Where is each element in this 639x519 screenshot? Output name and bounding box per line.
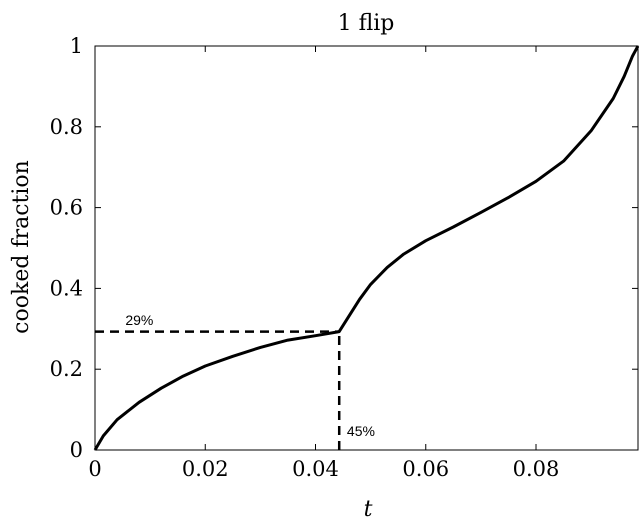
x-axis-label: t [364,497,373,519]
chart-title: 1 flip [338,11,395,36]
y-tick-label: 0.2 [50,357,83,381]
x-tick-label: 0.06 [402,457,449,481]
y-tick-label: 0.4 [50,276,83,300]
y-tick-label: 0.6 [50,196,83,220]
data-series [93,45,639,451]
x-tick-label: 0 [88,457,101,481]
annotations: 29% 45% [125,312,375,439]
y-tick-label: 0 [70,438,83,462]
plot-frame [94,45,639,451]
series-line [93,45,639,451]
axis-tick-labels: 0 0.02 0.04 0.06 0.08 0 0.2 0.4 0.6 0.8 1 [50,34,560,481]
y-tick-label: 1 [70,34,83,58]
x-tick-label: 0.04 [292,457,339,481]
reference-lines [95,330,341,450]
annotation-label: 45% [347,423,375,439]
y-tick-label: 0.8 [50,115,83,139]
y-axis-label: cooked fraction [9,160,34,334]
axis-ticks [94,45,638,451]
x-tick-label: 0.08 [513,457,560,481]
x-tick-label: 0.02 [182,457,229,481]
annotation-label: 29% [125,312,153,328]
